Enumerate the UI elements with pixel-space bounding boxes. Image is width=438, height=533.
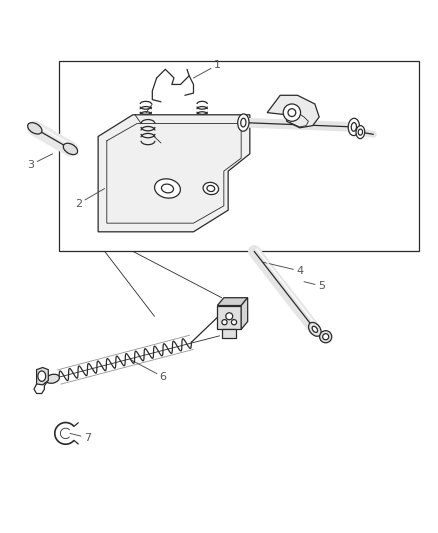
Ellipse shape <box>287 109 295 117</box>
Ellipse shape <box>28 123 42 134</box>
Ellipse shape <box>355 126 364 139</box>
Ellipse shape <box>225 313 232 320</box>
Ellipse shape <box>240 118 245 127</box>
Ellipse shape <box>38 371 46 382</box>
Text: 6: 6 <box>131 360 166 382</box>
Bar <box>59 61 418 252</box>
Ellipse shape <box>237 114 248 131</box>
Ellipse shape <box>347 118 359 135</box>
Text: 2: 2 <box>75 189 104 208</box>
Polygon shape <box>267 95 318 128</box>
Ellipse shape <box>283 104 300 122</box>
Ellipse shape <box>311 326 317 333</box>
Ellipse shape <box>350 123 356 131</box>
Ellipse shape <box>203 182 218 195</box>
Text: 4: 4 <box>262 262 303 276</box>
Ellipse shape <box>154 179 180 198</box>
Ellipse shape <box>319 330 331 343</box>
Text: 3: 3 <box>28 154 53 169</box>
Ellipse shape <box>206 185 214 191</box>
Ellipse shape <box>322 334 328 340</box>
Ellipse shape <box>161 184 173 193</box>
Text: 1: 1 <box>193 60 220 78</box>
Polygon shape <box>222 329 236 338</box>
Ellipse shape <box>231 320 236 325</box>
Ellipse shape <box>63 143 78 155</box>
Polygon shape <box>217 305 240 329</box>
Ellipse shape <box>46 374 59 383</box>
Ellipse shape <box>221 320 226 325</box>
Polygon shape <box>217 298 247 305</box>
Ellipse shape <box>357 129 362 135</box>
Text: 7: 7 <box>70 433 91 443</box>
Polygon shape <box>240 298 247 329</box>
Ellipse shape <box>308 322 321 336</box>
Polygon shape <box>98 115 249 232</box>
Polygon shape <box>36 367 48 385</box>
Text: 5: 5 <box>304 281 324 291</box>
